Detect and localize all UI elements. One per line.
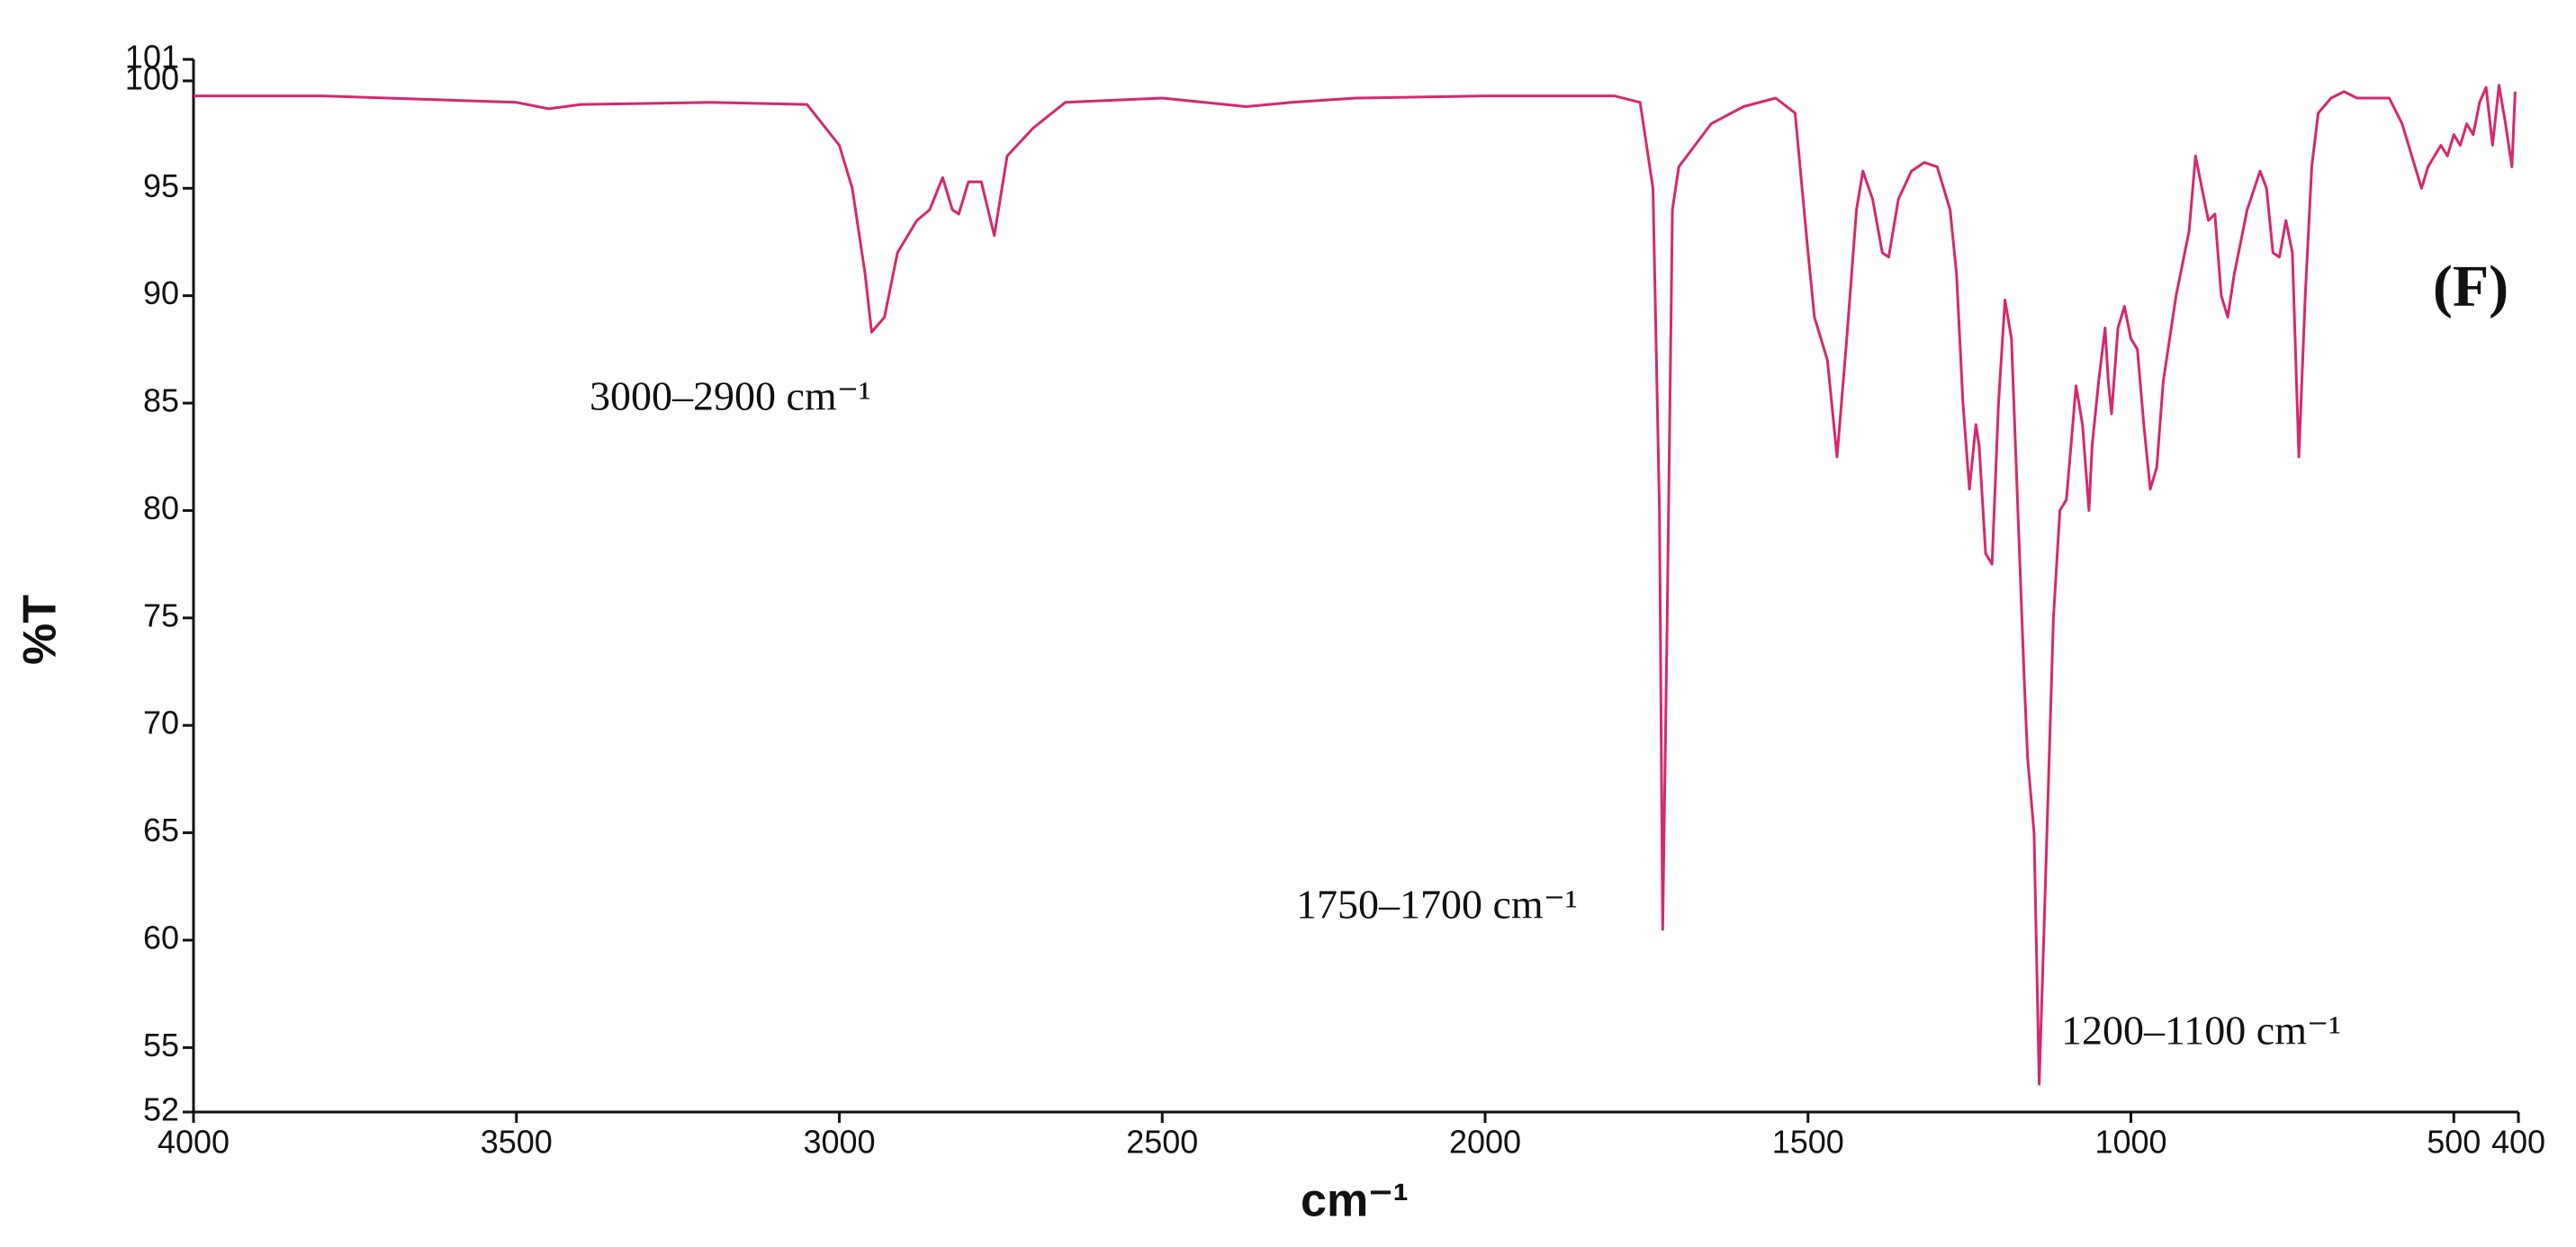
y-tick-label: 95 xyxy=(143,167,179,204)
x-tick-label: 4000 xyxy=(158,1124,230,1161)
spectrum-line xyxy=(194,84,2517,1086)
y-tick-label: 85 xyxy=(143,382,179,419)
x-tick-label: 2500 xyxy=(1126,1124,1198,1161)
y-tick-label: 80 xyxy=(143,489,179,526)
x-tick-label: 1500 xyxy=(1772,1124,1844,1161)
x-tick-label: 1000 xyxy=(2094,1124,2166,1161)
y-tick-label: 90 xyxy=(143,274,179,311)
x-axis-title: cm⁻¹ xyxy=(1301,1175,1409,1227)
x-tick-label: 2000 xyxy=(1449,1124,1521,1161)
y-tick-label: 70 xyxy=(143,704,179,741)
y-tick-label: 60 xyxy=(143,919,179,955)
y-tick-label: 52 xyxy=(143,1091,179,1128)
x-tick-label: 400 xyxy=(2491,1124,2545,1161)
x-tick-label: 3500 xyxy=(481,1124,553,1161)
annotation: 1200–1100 cm⁻¹ xyxy=(2061,1008,2341,1054)
panel-label: (F) xyxy=(2433,254,2508,319)
x-tick-label: 3000 xyxy=(803,1124,875,1161)
annotation: 3000–2900 cm⁻¹ xyxy=(590,373,871,419)
annotation: 1750–1700 cm⁻¹ xyxy=(1296,882,1578,928)
y-axis-title: %T xyxy=(14,595,67,665)
y-tick-label: 55 xyxy=(143,1027,179,1063)
y-tick-label: 75 xyxy=(143,597,179,633)
x-tick-label: 500 xyxy=(2427,1124,2481,1161)
y-tick-label: 100 xyxy=(125,59,179,96)
y-tick-label: 101 xyxy=(125,39,179,76)
y-tick-label: 65 xyxy=(143,812,179,848)
